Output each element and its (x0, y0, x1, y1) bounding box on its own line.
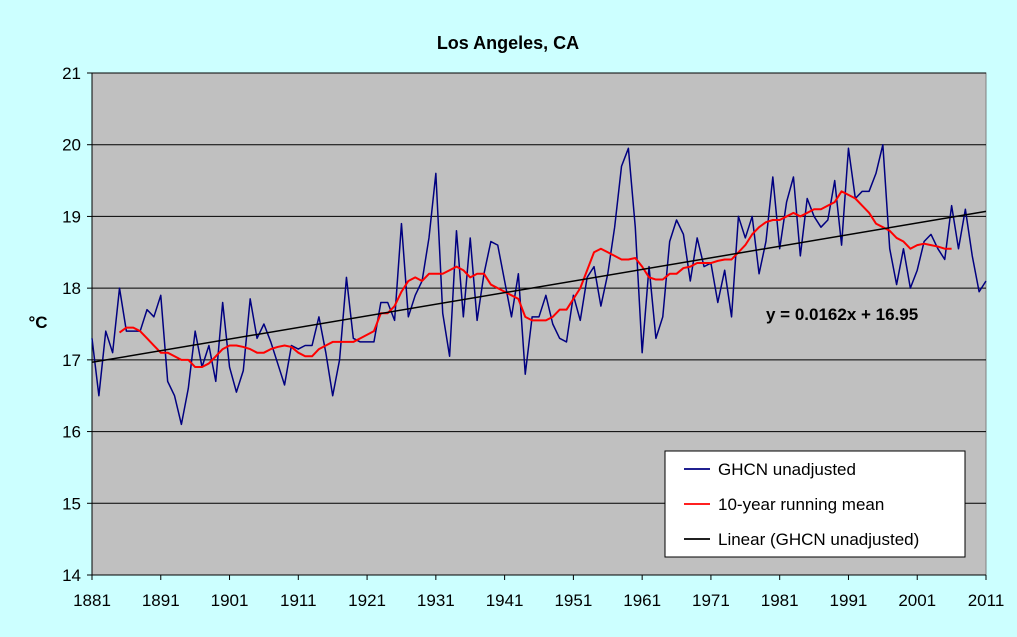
y-tick-label: 16 (62, 423, 81, 442)
legend: GHCN unadjusted 10-year running mean Linea… (664, 450, 966, 558)
series-line-ghcn-unadjusted (91, 143, 987, 426)
x-tick-label: 1911 (280, 591, 317, 610)
x-tick-label: 1881 (73, 591, 111, 610)
series-line-10-year-running-mean (118, 190, 952, 369)
x-tick-label: 1971 (692, 591, 730, 610)
y-tick-label: 18 (62, 279, 81, 298)
legend-label: Linear (GHCN unadjusted) (718, 530, 919, 549)
x-tick-label: 1991 (830, 591, 868, 610)
legend-label: 10-year running mean (718, 495, 884, 514)
series-line-linear-ghcn-unadjusted (91, 210, 987, 364)
x-tick-label: 2001 (898, 591, 936, 610)
x-tick-label: 1891 (142, 591, 180, 610)
gridlines (87, 72, 987, 580)
x-tick-label: 1931 (417, 591, 455, 610)
x-tick-label: 1951 (554, 591, 592, 610)
y-tick-label: 15 (62, 494, 81, 513)
x-tick-label: 1941 (486, 591, 524, 610)
trend-equation: y = 0.0162x + 16.95 (766, 305, 918, 324)
chart-title: Los Angeles, CA (437, 33, 579, 53)
x-tick-label: 1901 (211, 591, 249, 610)
y-tick-labels: 14 15 16 17 18 19 20 21 (62, 64, 81, 585)
series-lines (91, 143, 987, 426)
y-tick-label: 14 (62, 566, 81, 585)
x-tick-label: 1921 (348, 591, 386, 610)
legend-label: GHCN unadjusted (718, 460, 856, 479)
y-tick-label: 17 (62, 351, 81, 370)
x-tick-label: 2011 (968, 591, 1005, 610)
y-axis-label: °C (28, 313, 47, 332)
y-tick-label: 21 (62, 64, 81, 83)
x-tick-label: 1961 (623, 591, 661, 610)
legend-box (664, 450, 966, 558)
x-tick-labels: 1881 1891 1901 1911 1921 1931 1941 1951 1961 1971… (73, 591, 1004, 610)
y-tick-label: 19 (62, 207, 81, 226)
y-tick-label: 20 (62, 136, 81, 155)
x-tick-label: 1981 (761, 591, 799, 610)
